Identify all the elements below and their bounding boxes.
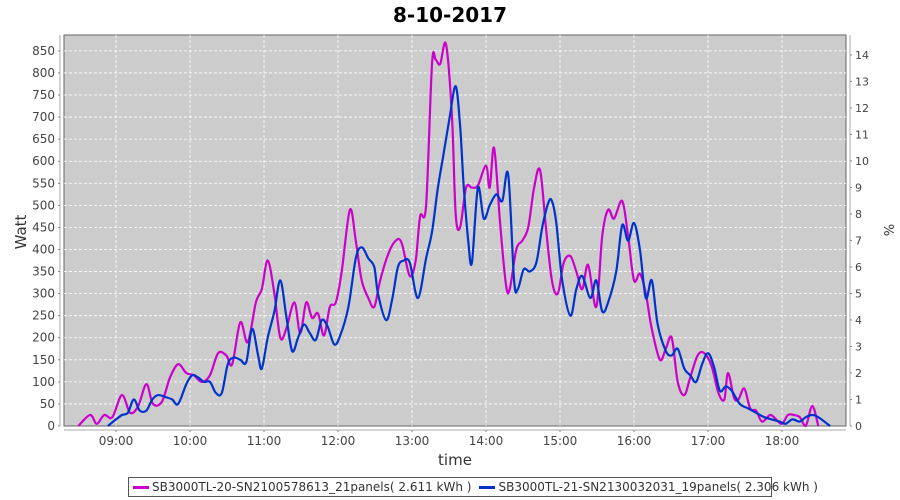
x-tick-label: 17:00 — [691, 434, 726, 448]
y2-tick-label: 10 — [855, 155, 869, 168]
y2-tick-label: 6 — [855, 261, 862, 274]
y-tick-label: 100 — [32, 375, 55, 389]
legend-item-series-2: SB3000TL-21-SN2130032031_19panels( 2.306… — [479, 480, 818, 494]
x-tick-label: 16:00 — [617, 434, 652, 448]
y2-tick-label: 8 — [855, 208, 862, 221]
series-lines — [77, 41, 831, 428]
x-tick-label: 13:00 — [395, 434, 430, 448]
x-tick-label: 12:00 — [321, 434, 356, 448]
x-axis-label: time — [438, 451, 472, 469]
y-axis-left: 0 50 100 150 200 250 300 350 400 450 500 550 600 650 7… — [32, 35, 61, 433]
y2-tick-label: 7 — [855, 234, 862, 247]
x-tick-label: 11:00 — [247, 434, 282, 448]
y-tick-label: 800 — [32, 66, 55, 80]
y-tick-label: 750 — [32, 88, 55, 102]
legend-swatch-magenta — [133, 485, 149, 489]
series-line-1 — [77, 41, 820, 428]
y-tick-label: 200 — [32, 331, 55, 345]
y-tick-label: 250 — [32, 309, 55, 323]
y-tick-label: 400 — [32, 242, 55, 256]
x-tick-label: 10:00 — [173, 434, 208, 448]
plot-area — [63, 34, 847, 427]
x-tick-label: 14:00 — [469, 434, 504, 448]
y-tick-label: 150 — [32, 353, 55, 367]
y2-tick-label: 11 — [855, 128, 869, 141]
y-tick-label: 0 — [47, 419, 55, 433]
x-axis: 09:00 10:00 11:00 12:00 13:00 14:00 15:00 16:00… — [64, 429, 846, 448]
y2-tick-label: 9 — [855, 181, 862, 194]
legend-label: SB3000TL-20-SN2100578613_21panels( 2.611… — [152, 480, 472, 494]
y2-tick-label: 1 — [855, 393, 862, 406]
y2-tick-label: 14 — [855, 49, 869, 62]
legend-swatch-blue — [479, 485, 496, 489]
legend-item-series-1: SB3000TL-20-SN2100578613_21panels( 2.611… — [133, 480, 471, 494]
chart-title: 8-10-2017 — [393, 3, 507, 27]
y2-tick-label: 5 — [855, 287, 862, 300]
series-line-2 — [107, 85, 831, 427]
y2-tick-label: 0 — [855, 420, 862, 433]
y-tick-label: 850 — [32, 44, 55, 58]
y2-tick-label: 13 — [855, 75, 869, 88]
x-tick-label: 15:00 — [543, 434, 578, 448]
y-tick-label: 550 — [32, 176, 55, 190]
y2-tick-label: 4 — [855, 314, 862, 327]
y-tick-label: 600 — [32, 154, 55, 168]
y-tick-label: 350 — [32, 265, 55, 279]
y2-axis-label: % — [880, 224, 895, 236]
y-tick-label: 300 — [32, 287, 55, 301]
y-tick-label: 500 — [32, 198, 55, 212]
y2-tick-label: 3 — [855, 340, 862, 353]
legend-label: SB3000TL-21-SN2130032031_19panels( 2.306… — [498, 480, 818, 494]
y-tick-label: 700 — [32, 110, 55, 124]
x-tick-label: 09:00 — [99, 434, 134, 448]
y-axis-label: Watt — [12, 214, 30, 249]
y2-tick-label: 12 — [855, 102, 869, 115]
legend: SB3000TL-20-SN2100578613_21panels( 2.611… — [128, 477, 818, 497]
y-tick-label: 450 — [32, 220, 55, 234]
y-tick-label: 50 — [40, 397, 55, 411]
y2-tick-label: 2 — [855, 367, 862, 380]
y-tick-label: 650 — [32, 132, 55, 146]
x-tick-label: 18:00 — [765, 434, 800, 448]
